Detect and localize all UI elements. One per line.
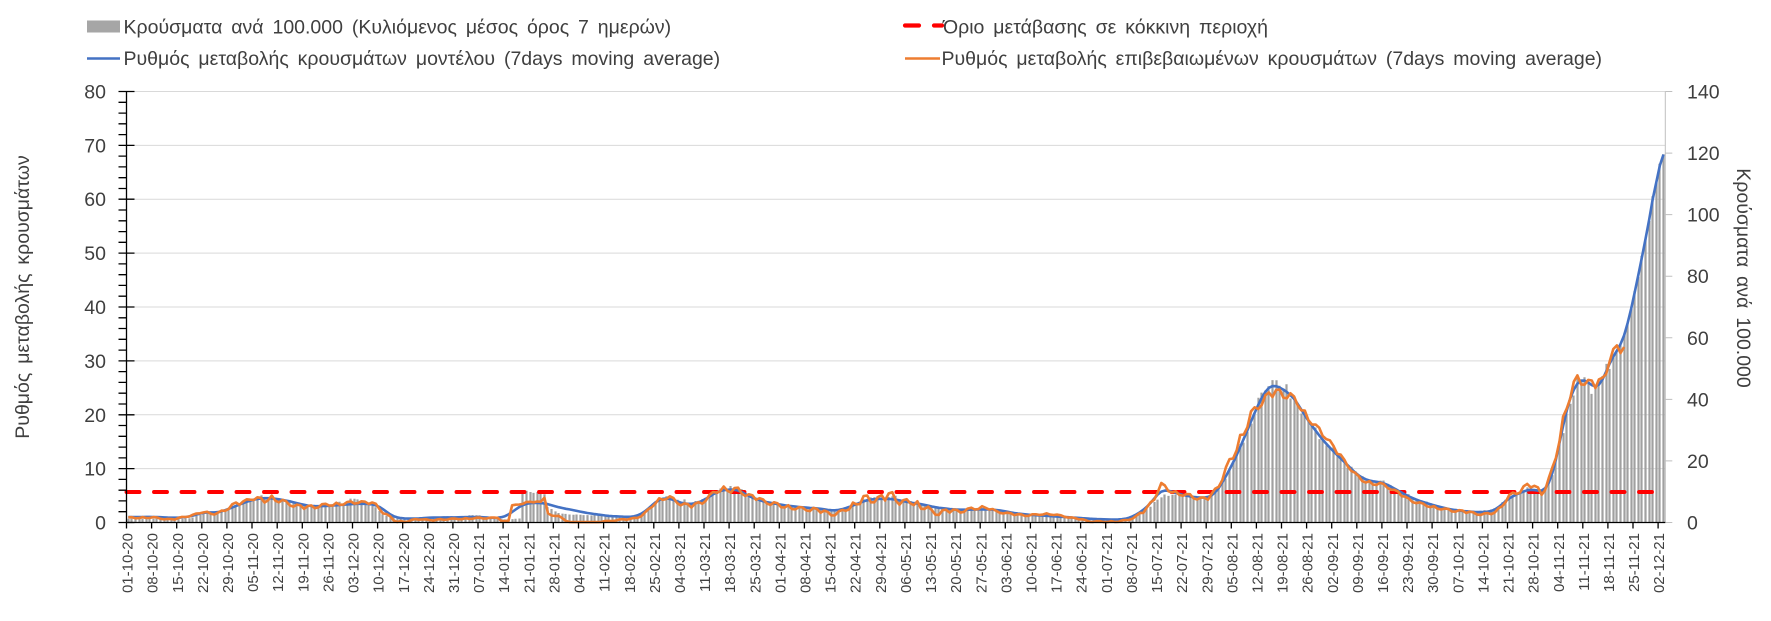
svg-text:11-02-21: 11-02-21 <box>597 533 614 592</box>
svg-text:14-10-21: 14-10-21 <box>1476 533 1493 593</box>
svg-text:Ρυθμός μεταβολής επιβεβαιωμένω: Ρυθμός μεταβολής επιβεβαιωμένων κρουσμάτ… <box>942 48 1603 70</box>
svg-text:22-10-20: 22-10-20 <box>195 533 212 593</box>
svg-text:10-12-20: 10-12-20 <box>371 533 388 593</box>
svg-text:12-11-20: 12-11-20 <box>270 533 287 592</box>
svg-text:17-06-21: 17-06-21 <box>1049 533 1066 593</box>
svg-text:140: 140 <box>1687 82 1720 104</box>
svg-text:03-12-20: 03-12-20 <box>346 533 363 593</box>
svg-text:08-04-21: 08-04-21 <box>798 533 815 593</box>
svg-text:Κρούσματα ανά 100.000 (Κυλιόμε: Κρούσματα ανά 100.000 (Κυλιόμενος μέσος … <box>124 17 672 39</box>
svg-text:26-08-21: 26-08-21 <box>1300 533 1317 593</box>
svg-text:01-07-21: 01-07-21 <box>1099 533 1116 593</box>
svg-text:22-04-21: 22-04-21 <box>848 533 865 593</box>
svg-text:03-06-21: 03-06-21 <box>998 533 1015 593</box>
svg-text:Όριο μετάβασης σε κόκκινη περ: Όριο μετάβασης σε κόκκινη περιοχή <box>942 17 1268 39</box>
svg-text:25-02-21: 25-02-21 <box>647 533 664 593</box>
svg-text:04-02-21: 04-02-21 <box>572 533 589 593</box>
svg-text:02-09-21: 02-09-21 <box>1325 533 1342 593</box>
svg-text:30: 30 <box>84 351 106 373</box>
svg-text:12-08-21: 12-08-21 <box>1250 533 1267 593</box>
svg-text:10-06-21: 10-06-21 <box>1023 533 1040 593</box>
svg-text:20-05-21: 20-05-21 <box>948 533 965 593</box>
svg-text:80: 80 <box>84 82 106 104</box>
svg-text:60: 60 <box>1687 328 1709 350</box>
svg-text:01-04-21: 01-04-21 <box>772 533 789 593</box>
svg-text:13-05-21: 13-05-21 <box>923 533 940 593</box>
svg-text:60: 60 <box>84 189 106 211</box>
svg-text:19-11-20: 19-11-20 <box>295 533 312 592</box>
svg-text:24-12-20: 24-12-20 <box>421 533 438 593</box>
svg-text:29-04-21: 29-04-21 <box>873 533 890 593</box>
svg-text:0: 0 <box>1687 513 1698 535</box>
svg-text:06-05-21: 06-05-21 <box>898 533 915 593</box>
svg-text:120: 120 <box>1687 143 1720 165</box>
svg-text:11-11-21: 11-11-21 <box>1576 533 1593 591</box>
svg-text:100: 100 <box>1687 205 1720 227</box>
svg-text:02-12-21: 02-12-21 <box>1651 533 1668 593</box>
svg-text:29-10-20: 29-10-20 <box>220 533 237 593</box>
svg-text:24-06-21: 24-06-21 <box>1074 533 1091 593</box>
svg-text:40: 40 <box>84 297 106 319</box>
svg-text:29-07-21: 29-07-21 <box>1199 533 1216 593</box>
svg-text:Ρυθμός μεταβολής κρουσμάτων μο: Ρυθμός μεταβολής κρουσμάτων μοντέλου (7d… <box>124 48 721 70</box>
svg-text:27-05-21: 27-05-21 <box>973 533 990 593</box>
svg-text:26-11-20: 26-11-20 <box>321 533 338 592</box>
svg-text:07-10-21: 07-10-21 <box>1450 533 1467 593</box>
svg-text:18-11-21: 18-11-21 <box>1601 533 1618 592</box>
svg-text:14-01-21: 14-01-21 <box>496 533 513 593</box>
svg-text:30-09-21: 30-09-21 <box>1425 533 1442 593</box>
svg-text:31-12-20: 31-12-20 <box>446 533 463 593</box>
svg-text:Κρούσματα ανά 100.000: Κρούσματα ανά 100.000 <box>1732 168 1754 388</box>
svg-text:09-09-21: 09-09-21 <box>1350 533 1367 593</box>
svg-text:28-01-21: 28-01-21 <box>546 533 563 593</box>
svg-text:01-10-20: 01-10-20 <box>120 533 137 593</box>
svg-text:22-07-21: 22-07-21 <box>1174 533 1191 593</box>
svg-text:08-07-21: 08-07-21 <box>1124 533 1141 593</box>
svg-text:17-12-20: 17-12-20 <box>396 533 413 593</box>
svg-text:21-01-21: 21-01-21 <box>521 533 538 593</box>
svg-text:11-03-21: 11-03-21 <box>697 533 714 592</box>
svg-text:15-10-20: 15-10-20 <box>170 533 187 593</box>
svg-text:Ρυθμός μεταβολής κρουσμάτων: Ρυθμός μεταβολής κρουσμάτων <box>12 155 34 438</box>
svg-text:28-10-21: 28-10-21 <box>1526 533 1543 593</box>
svg-text:15-07-21: 15-07-21 <box>1149 533 1166 593</box>
svg-text:20: 20 <box>84 405 106 427</box>
svg-text:10: 10 <box>84 459 106 481</box>
svg-text:04-11-21: 04-11-21 <box>1551 533 1568 592</box>
svg-text:0: 0 <box>95 513 106 535</box>
svg-text:50: 50 <box>84 243 106 265</box>
svg-text:18-02-21: 18-02-21 <box>622 533 639 593</box>
svg-text:40: 40 <box>1687 389 1709 411</box>
svg-text:23-09-21: 23-09-21 <box>1400 533 1417 593</box>
svg-text:25-11-21: 25-11-21 <box>1626 533 1643 592</box>
svg-text:16-09-21: 16-09-21 <box>1375 533 1392 593</box>
svg-text:80: 80 <box>1687 266 1709 288</box>
svg-text:19-08-21: 19-08-21 <box>1275 533 1292 593</box>
svg-text:07-01-21: 07-01-21 <box>471 533 488 593</box>
svg-text:18-03-21: 18-03-21 <box>722 533 739 593</box>
svg-text:70: 70 <box>84 135 106 157</box>
svg-text:04-03-21: 04-03-21 <box>672 533 689 593</box>
svg-text:05-08-21: 05-08-21 <box>1224 533 1241 593</box>
svg-text:20: 20 <box>1687 451 1709 473</box>
svg-text:21-10-21: 21-10-21 <box>1501 533 1518 593</box>
svg-text:08-10-20: 08-10-20 <box>145 533 162 593</box>
svg-text:25-03-21: 25-03-21 <box>747 533 764 593</box>
svg-text:15-04-21: 15-04-21 <box>823 533 840 593</box>
svg-text:05-11-20: 05-11-20 <box>245 533 262 592</box>
